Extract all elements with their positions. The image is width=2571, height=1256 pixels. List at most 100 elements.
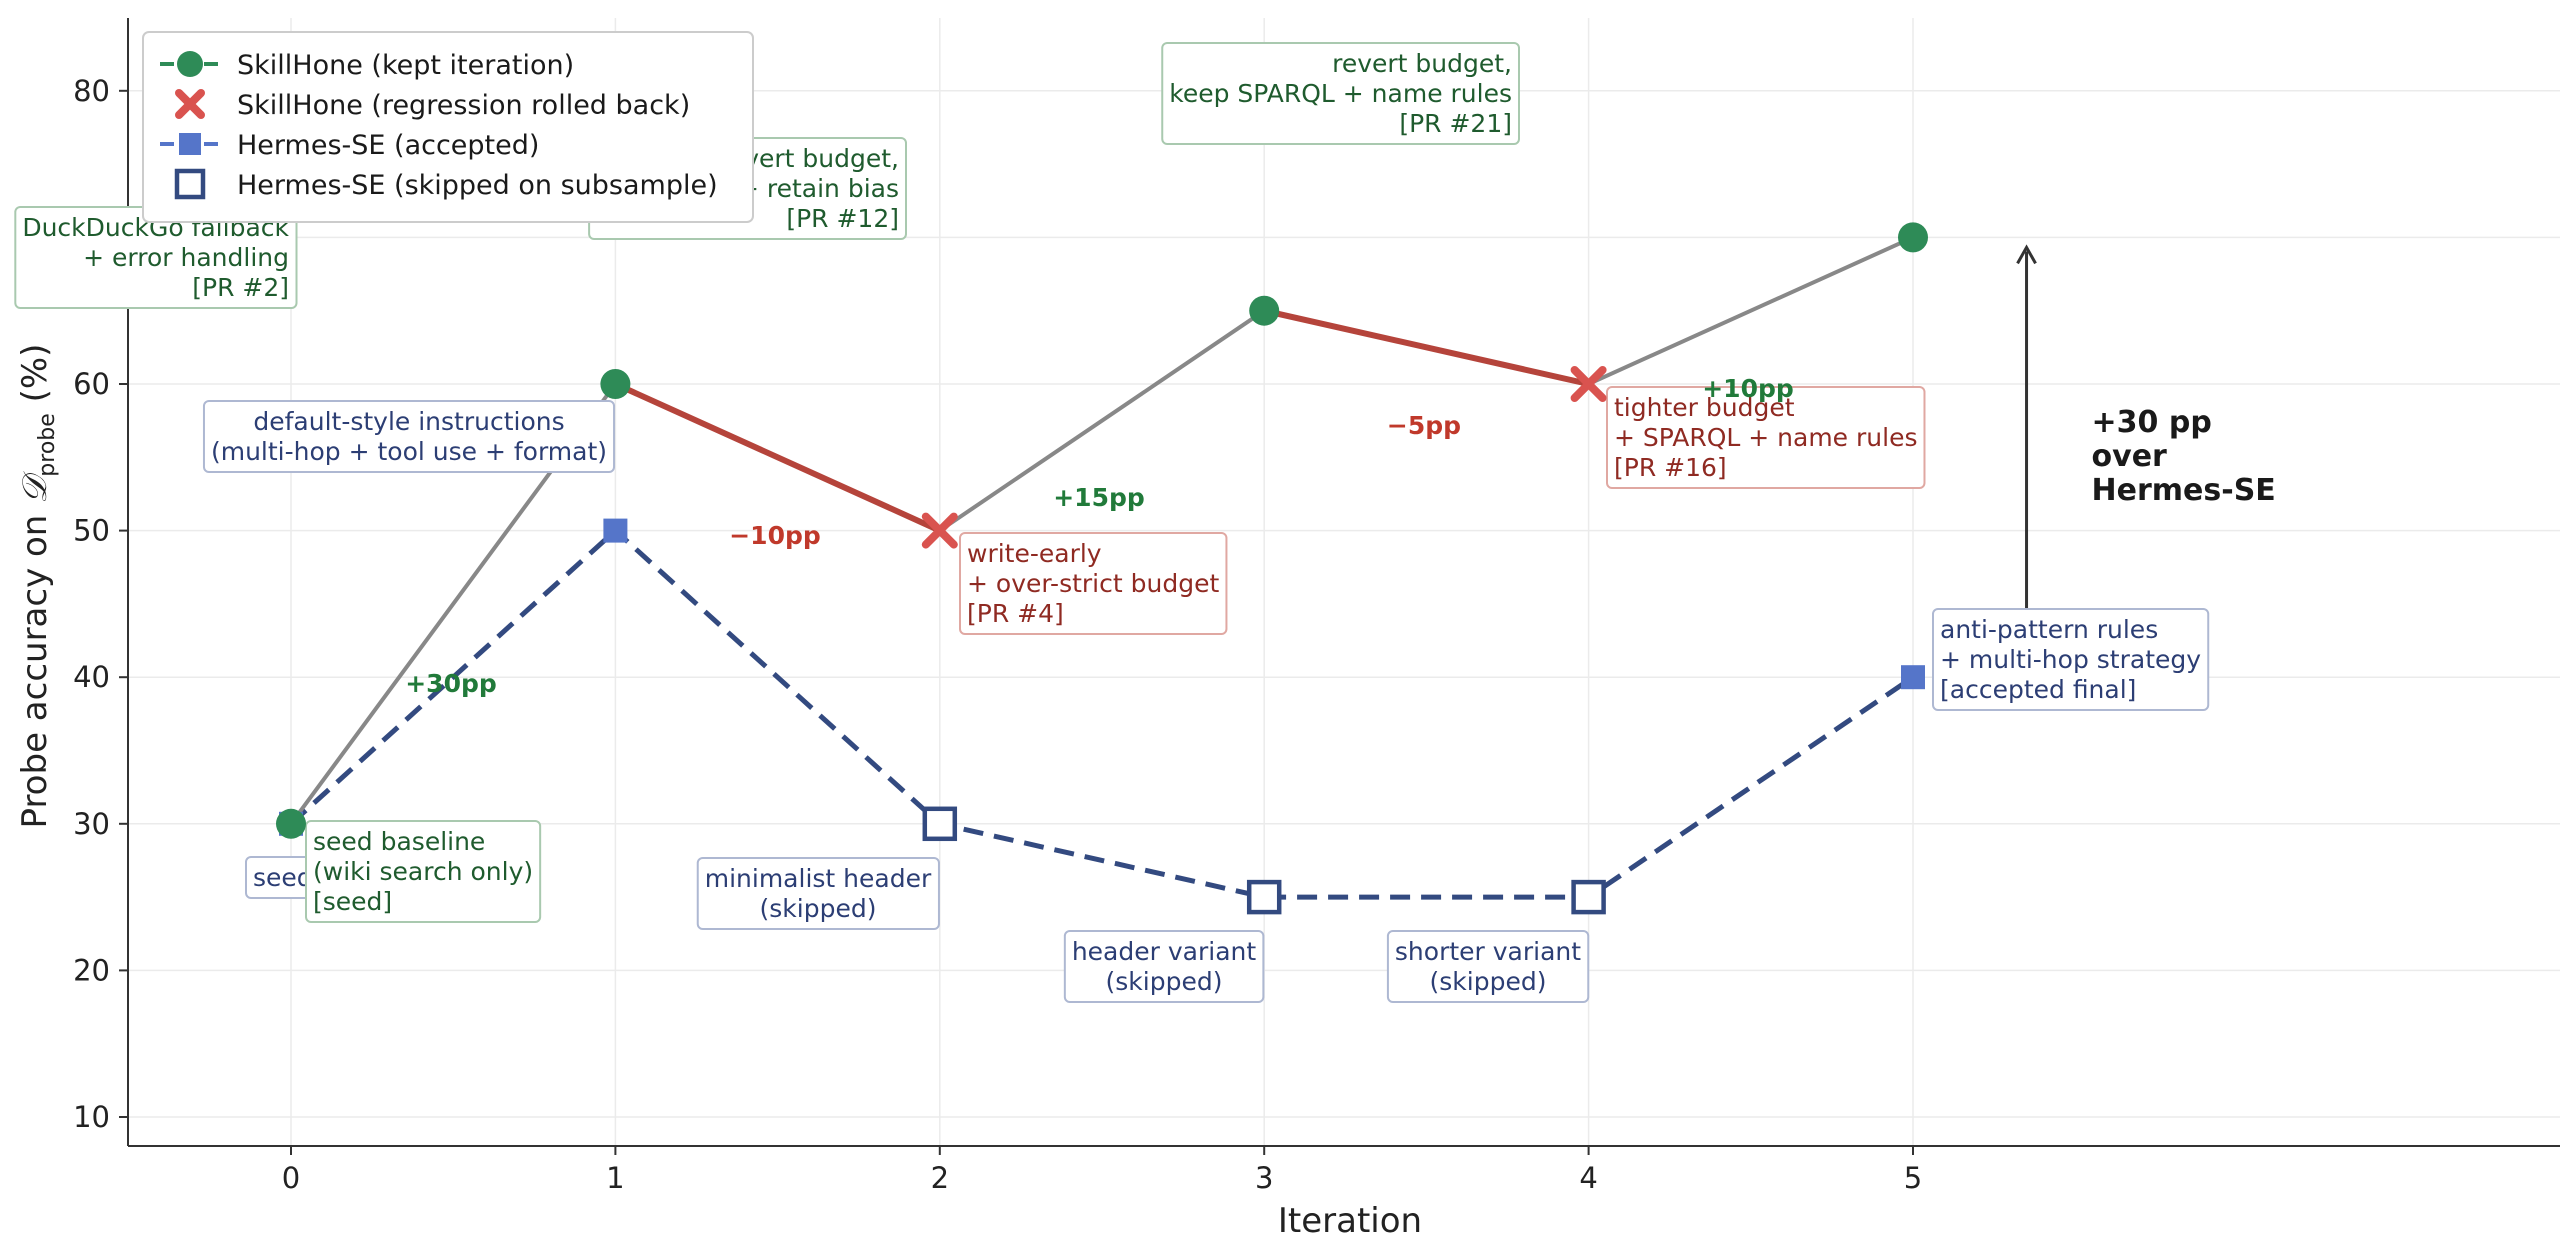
ann-default-style: default-style instructions (multi-hop + t… [202,400,616,473]
y-axis-title-end: (%) [15,344,55,414]
ann-pr16-line: + SPARQL + name rules [1614,423,1917,452]
skillhone-marker-5 [1898,222,1928,253]
series-line-hermes-se [289,527,1915,900]
x-tick-label-2: 2 [931,1161,949,1195]
skillhone-marker-4 [1570,366,1607,402]
skillhone-marker-2 [921,512,958,549]
hermes-marker-4 [1571,879,1606,915]
x-tick-label-4: 4 [1579,1161,1597,1195]
gap-label-line: +30 pp [2092,405,2212,440]
legend-marker-kept [177,51,203,77]
ann-seed-line: seed baseline [313,827,485,856]
skillhone-marker-3 [1249,295,1280,326]
ann-shorter-variant-box [1386,930,1590,1003]
ann-shorter-variant: shorter variant (skipped) [1386,930,1590,1003]
gap-label: +30 pp over Hermes-SE [2092,405,2276,508]
x-tick-label-5: 5 [1904,1161,1922,1195]
delta-label: +10pp [1702,374,1794,403]
series-lines [289,235,1915,900]
legend-item-2: Hermes-SE (accepted) [160,130,539,161]
y-axis-title-subscript: probe [35,413,60,477]
y-axis-title-main: Probe accuracy on [15,504,55,829]
ann-default-style-text: default-style instructions (multi-hop + t… [211,407,607,466]
ann-seed-box [305,820,542,923]
delta-label: +15pp [1053,483,1145,512]
ann-pr4-line: [PR #4] [967,599,1064,628]
ann-final-line: + multi-hop strategy [1940,645,2201,674]
hermes-marker-2 [922,806,958,842]
legend-item-3: Hermes-SE (skipped on subsample) [174,168,718,201]
ann-pr21-line: keep SPARQL + name rules [1169,79,1512,108]
legend-marker-accepted [179,133,201,155]
legend-label-1: SkillHone (regression rolled back) [237,90,690,121]
legend-marker-regress [175,89,205,119]
ann-pr16-line: [PR #16] [1614,453,1727,482]
ann-minimalist-box [696,857,940,930]
ann-pr21-line: [PR #21] [1399,109,1512,138]
legend-marker-skipped [174,168,206,200]
gap-label-line: over [2092,439,2168,474]
hermes-marker-3 [1246,879,1282,915]
ann-default-style-box [202,400,616,473]
ann-pr4: write-early + over-strict budget [PR #4] [959,532,1228,635]
skillhone-marker-0 [276,808,306,839]
legend-box [142,31,754,223]
ann-seed: seed baseline (wiki search only) [seed] [305,820,542,923]
ann-pr4-box [959,532,1228,635]
y-tick-label-40: 40 [73,660,110,694]
ann-shorter-variant-line: (skipped) [1430,967,1547,996]
delta-label: −10pp [729,521,821,550]
x-tick-label-0: 0 [282,1161,300,1195]
series-line-skillhone-4-5 [1586,235,1915,386]
legend-item-1: SkillHone (regression rolled back) [175,89,690,121]
ann-final: anti-pattern rules + multi-hop strategy [a… [1932,608,2210,711]
ann-default-style-line: (multi-hop + tool use + format) [211,437,607,466]
y-tick-label-10: 10 [73,1100,110,1134]
legend-label-2: Hermes-SE (accepted) [237,130,539,161]
hermes-marker-5 [1901,665,1925,690]
ann-pr21: revert budget, keep SPARQL + name rules [P… [1161,42,1520,145]
ann-pr4-text: write-early + over-strict budget [PR #4] [967,539,1219,628]
x-tick-label-1: 1 [606,1161,624,1195]
ann-pr16-box [1606,386,1926,489]
legend-label-3: Hermes-SE (skipped on subsample) [237,170,718,201]
ann-minimalist-text: minimalist header (skipped) [705,864,932,923]
ann-final-line: anti-pattern rules [1940,615,2158,644]
ann-shorter-variant-text: shorter variant (skipped) [1395,937,1581,996]
ann-seed-hermes-line: seed [253,863,313,892]
legend-item-0: SkillHone (kept iteration) [160,50,574,81]
ann-seed-hermes: seed [245,856,321,899]
x-tick-label-3: 3 [1255,1161,1273,1195]
delta-labels: +30pp −10pp +15pp −5pp +10pp [405,374,1794,698]
ann-minimalist-line: minimalist header [705,864,932,893]
y-tick-label-50: 50 [73,514,110,548]
ann-seed-line: [seed] [313,887,392,916]
ann-pr2-line: [PR #2] [192,273,289,302]
skillhone-marker-2-stroke-b [921,512,958,549]
gap-arrow-head [2016,244,2037,265]
x-axis-title: Iteration [1278,1201,1422,1241]
legend-marker-regress-stroke-b [175,89,205,119]
y-tick-label-30: 30 [73,807,110,841]
ann-pr21-box [1161,42,1520,145]
ann-pr16: tighter budget + SPARQL + name rules [PR #… [1606,386,1926,489]
series-line-skillhone-3-4 [1261,307,1592,387]
series-markers [276,222,1928,915]
ann-pr21-line: revert budget, [1332,49,1512,78]
ann-pr16-line: tighter budget [1614,393,1795,422]
y-tick-label-20: 20 [73,953,110,987]
ann-pr4-line: + over-strict budget [967,569,1219,598]
ann-seed-line: (wiki search only) [313,857,533,886]
ann-header-variant-text: header variant (skipped) [1072,937,1257,996]
hermes-marker-1 [603,518,628,543]
ann-header-variant: header variant (skipped) [1063,930,1265,1003]
y-tick-label-80: 80 [73,74,110,108]
ann-header-variant-box [1063,930,1265,1003]
ann-shorter-variant-line: shorter variant [1395,937,1581,966]
skillhone-marker-4-stroke-b [1570,366,1607,402]
ann-seed-text: seed baseline (wiki search only) [seed] [313,827,533,916]
gap-label-line: Hermes-SE [2092,473,2276,508]
y-tick-label-60: 60 [73,367,110,401]
